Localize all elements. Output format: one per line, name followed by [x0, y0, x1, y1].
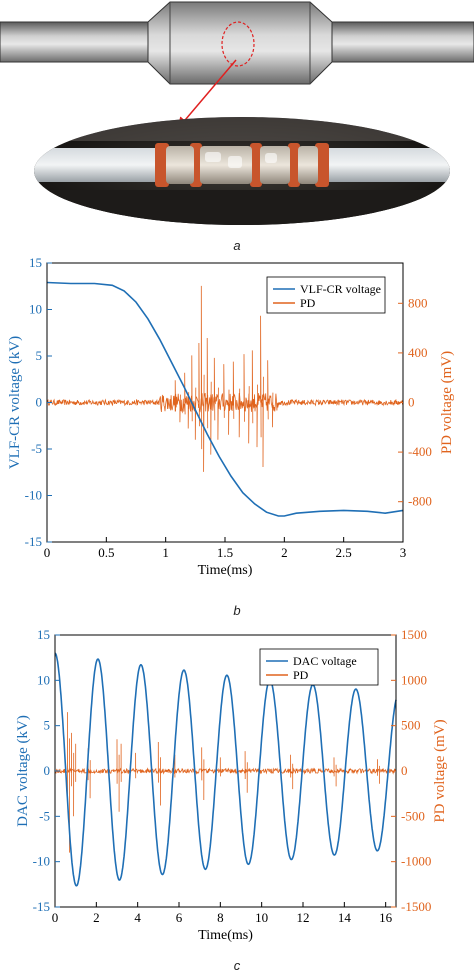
y2-tick-label: -500 [401, 808, 425, 823]
y-tick-label: 10 [29, 302, 42, 317]
y-tick-label: -10 [33, 854, 50, 869]
y-tick-label: 5 [44, 718, 51, 733]
x-tick-label: 8 [217, 910, 224, 925]
x-tick-label: 2.5 [336, 545, 352, 560]
x-tick-label: 10 [255, 910, 268, 925]
voltage-series-line [54, 652, 397, 887]
y-tick-label: -5 [39, 808, 50, 823]
y-tick-label: 0 [44, 763, 51, 778]
legend-entry: PD [300, 296, 316, 310]
x-tick-label: 1.5 [217, 545, 233, 560]
y-tick-label: -5 [31, 441, 42, 456]
y-tick-label: -10 [25, 488, 42, 503]
x-tick-label: 14 [338, 910, 352, 925]
y-tick-label: 5 [36, 348, 43, 363]
y2-tick-label: 1000 [401, 672, 427, 687]
y-tick-label: 10 [37, 672, 50, 687]
x-tick-label: 4 [134, 910, 141, 925]
x-tick-label: 2 [281, 545, 288, 560]
voltage-series-line [46, 281, 404, 517]
x-tick-label: 0 [44, 545, 51, 560]
y2-tick-label: -1500 [401, 899, 431, 914]
legend-entry: PD [293, 668, 309, 682]
x-tick-label: 1 [162, 545, 169, 560]
legend-box [266, 276, 386, 314]
y-tick-label: 15 [37, 627, 50, 642]
y2-tick-label: 400 [408, 345, 428, 360]
y2-tick-label: 0 [408, 395, 415, 410]
y-tick-label: 0 [36, 395, 43, 410]
y-axis-label: VLF-CR voltage (kV) [7, 336, 23, 469]
caption-a: a [233, 238, 241, 253]
y-tick-label: 15 [29, 255, 42, 270]
legend-entry: VLF-CR voltage [300, 282, 381, 296]
x-tick-label: 16 [379, 910, 393, 925]
y2-tick-label: -1000 [401, 854, 431, 869]
y-tick-label: -15 [25, 534, 42, 549]
x-axis-label: Time(ms) [198, 563, 253, 578]
x-tick-label: 3 [400, 545, 407, 560]
cable-joint-figure [0, 1, 474, 225]
vlf-cr-chart: 0 0.5 1 1.5 2 2.5 3 15 10 5 0 -5 -10 -15 800 400 0 -400 -8… [7, 255, 455, 578]
y2-tick-label: 0 [401, 763, 408, 778]
y-axis-label: DAC voltage (kV) [15, 715, 31, 827]
y2-axis-label: PD voltage (mV) [432, 719, 448, 822]
x-tick-label: 0 [52, 910, 59, 925]
defect-marker [221, 21, 255, 67]
y2-tick-label: 500 [401, 718, 421, 733]
zoom-arrow [177, 59, 237, 130]
caption-b: b [233, 603, 241, 618]
x-tick-label: 0.5 [98, 545, 114, 560]
cable-left [0, 21, 151, 63]
y2-tick-label: 800 [408, 295, 428, 310]
joint-body [147, 1, 333, 85]
pd-series-line [46, 285, 404, 472]
y2-axis-label: PD voltage (mV) [439, 351, 455, 454]
y2-tick-label: -800 [408, 494, 432, 509]
x-axis-label: Time(ms) [198, 928, 253, 943]
y2-tick-label: -400 [408, 444, 432, 459]
y-tick-label: -15 [33, 899, 50, 914]
caption-c: c [233, 958, 241, 973]
x-tick-label: 2 [93, 910, 100, 925]
legend-box [259, 648, 379, 686]
x-tick-label: 6 [176, 910, 183, 925]
legend-entry: DAC voltage [293, 654, 357, 668]
dac-chart: 0 2 4 6 8 10 12 14 16 15 10 5 0 -5 -10 -15 1500 1000 500 0 -… [15, 627, 448, 943]
cable-right [331, 21, 474, 63]
x-tick-label: 12 [297, 910, 310, 925]
y2-tick-label: 1500 [401, 627, 427, 642]
